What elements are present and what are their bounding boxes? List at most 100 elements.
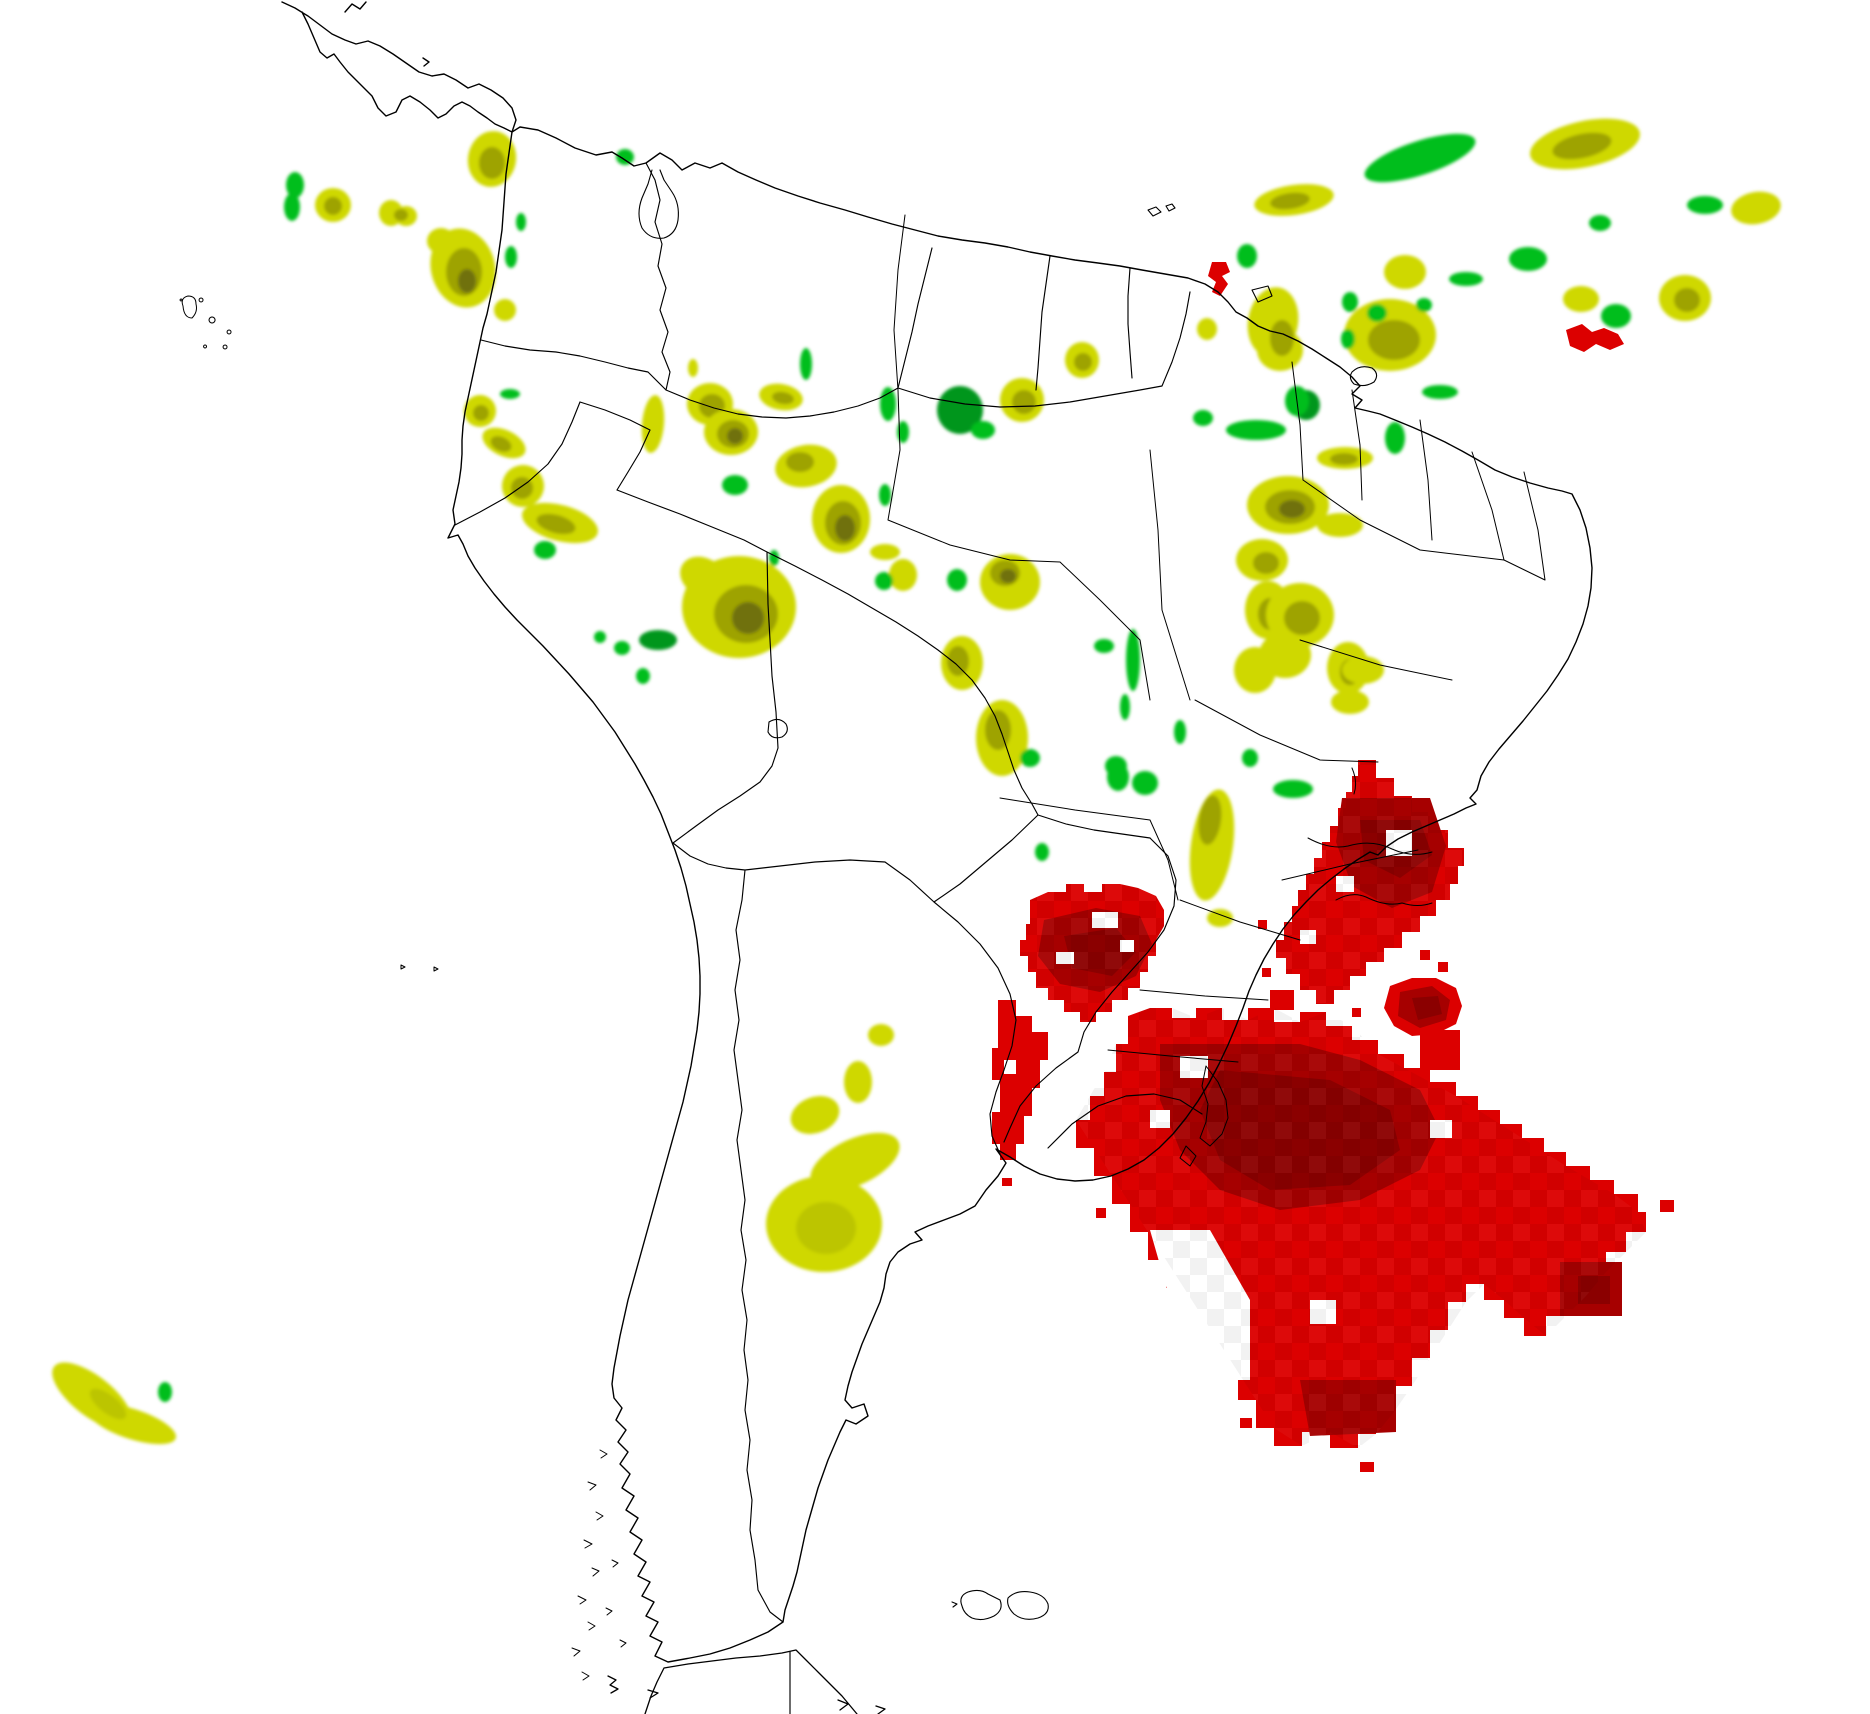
soft-blobs-blob: [1589, 215, 1611, 231]
soft-blobs-blob: [1449, 272, 1483, 286]
soft-blobs-blob: [1126, 629, 1140, 691]
soft-blobs-blob: [769, 550, 779, 566]
soft-blobs-blob: [879, 484, 891, 506]
islands-falkland: [951, 1589, 1049, 1621]
soft-blobs-blob: [394, 209, 408, 221]
red-field-blob: [1566, 324, 1624, 352]
islands-caribbean: [1147, 203, 1273, 303]
soft-blobs-blob: [1226, 420, 1286, 440]
soft-blobs-blob: [1674, 288, 1700, 312]
fjord-islets-chile: [571, 1449, 627, 1681]
red-field-blob: [1420, 950, 1430, 960]
soft-blobs-blob: [1342, 292, 1358, 312]
soft-blobs-blob: [688, 359, 698, 377]
soft-blobs-blob: [1132, 771, 1158, 795]
rivers: [1307, 767, 1433, 906]
soft-blobs-blob: [284, 193, 300, 221]
soft-blobs-blob: [490, 436, 512, 452]
soft-blobs-blob: [835, 515, 855, 541]
red-field-blob: [1208, 262, 1230, 296]
soft-blobs-blob: [1174, 720, 1186, 744]
soft-blobs-blob: [1012, 390, 1036, 414]
soft-blobs-blob: [1364, 133, 1476, 183]
islands-pacific-dots: [400, 964, 439, 972]
soft-blobs-blob: [1105, 756, 1127, 776]
soft-blobs-blob: [616, 149, 634, 165]
state-borders-brazil: [887, 214, 1546, 1063]
soft-blobs-blob: [1253, 552, 1279, 574]
red-field-blob: [1352, 1008, 1361, 1017]
soft-blobs-blob: [614, 641, 630, 655]
red-field-blob: [1002, 1178, 1012, 1186]
soft-blobs-blob: [1237, 244, 1257, 268]
red-field-blob: [1004, 1060, 1016, 1074]
soft-blobs-blob: [1341, 329, 1355, 349]
soft-blobs-blob: [810, 1132, 900, 1192]
soft-blobs-blob: [1234, 647, 1276, 693]
soft-blobs-blob: [680, 556, 726, 598]
lake-titicaca: [767, 718, 788, 739]
soft-blobs-blob: [875, 572, 893, 590]
soft-blobs-blob: [870, 544, 900, 560]
soft-blobs-blob: [1284, 601, 1320, 635]
red-field-blob: [1096, 1208, 1106, 1218]
soft-blobs-blob: [1270, 320, 1294, 356]
soft-blobs-blob: [473, 405, 489, 421]
soft-blobs-blob: [868, 1024, 894, 1046]
soft-blobs-blob: [639, 630, 677, 650]
soft-blobs-blob: [947, 646, 969, 676]
soft-blobs-blob: [641, 395, 665, 453]
soft-blobs-blob: [324, 197, 342, 215]
soft-blobs-blob: [1330, 453, 1358, 465]
soft-blobs-blob: [727, 428, 743, 444]
soft-blobs-blob: [1416, 298, 1432, 312]
soft-blobs-blob: [594, 631, 606, 643]
soft-blobs-blob: [1731, 191, 1781, 225]
red-field-blob: [1262, 968, 1271, 977]
soft-blobs-blob: [1273, 780, 1313, 798]
soft-blobs-blob: [889, 559, 917, 591]
soft-blobs-blob: [1367, 304, 1387, 322]
red-field: [992, 262, 1674, 1472]
soft-blobs-blob: [1552, 132, 1612, 160]
coastline-tierra-del-fuego: [607, 1649, 886, 1714]
soft-blobs-blob: [772, 391, 794, 405]
soft-blobs-blob: [1120, 694, 1130, 720]
soft-blobs-blob: [800, 348, 812, 380]
red-field-blob: [1660, 1200, 1674, 1212]
soft-blobs-blob: [89, 1388, 127, 1420]
red-field-blob: [1270, 990, 1294, 1010]
red-field-blob: [1240, 1418, 1252, 1428]
soft-blobs-blob: [534, 541, 556, 559]
soft-blobs-blob: [1687, 196, 1723, 214]
soft-blobs-blob: [790, 1096, 840, 1134]
soft-blobs-blob: [937, 386, 983, 434]
soft-blobs-blob: [516, 213, 526, 231]
soft-blobs-blob: [505, 246, 517, 268]
soft-blobs-blob: [971, 421, 995, 439]
islands-galapagos: [179, 295, 232, 350]
soft-blobs-blob: [1197, 318, 1217, 340]
red-field-blob: [1360, 1462, 1374, 1472]
red-field-blob: [1076, 1008, 1646, 1448]
soft-blobs-blob: [1317, 513, 1363, 537]
island-marajo: [1349, 366, 1378, 387]
soft-blobs-blob: [500, 389, 520, 399]
soft-blobs-blob: [1242, 749, 1258, 767]
red-column-west: [992, 1000, 1048, 1160]
soft-blobs-blob: [1000, 569, 1016, 583]
red-field-blob: [1412, 996, 1442, 1020]
soft-blobs-blob: [947, 569, 967, 591]
soft-blobs-blob: [536, 513, 576, 535]
soft-blobs-blob: [1385, 422, 1405, 454]
soft-blobs-blob: [1207, 909, 1233, 927]
red-field-blob: [1438, 962, 1448, 972]
red-field-blob: [1020, 884, 1164, 1022]
soft-blobs-blob: [286, 172, 304, 198]
line-work: [179, 1, 1593, 1714]
soft-blobs-blob: [479, 147, 505, 179]
soft-blobs-blob: [636, 668, 650, 684]
soft-blobs-blob: [1331, 690, 1369, 714]
soft-blobs-blob: [1601, 304, 1631, 328]
